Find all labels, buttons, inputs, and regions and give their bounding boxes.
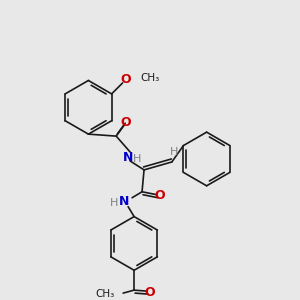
Text: O: O	[120, 74, 131, 86]
Text: O: O	[154, 189, 165, 202]
Text: H: H	[170, 147, 178, 157]
Text: H: H	[133, 154, 141, 164]
Text: O: O	[145, 286, 155, 298]
Text: N: N	[119, 195, 129, 208]
Text: CH₃: CH₃	[95, 289, 114, 299]
Text: CH₃: CH₃	[140, 73, 160, 83]
Text: H: H	[110, 198, 118, 208]
Text: N: N	[123, 152, 133, 164]
Text: O: O	[121, 116, 131, 129]
